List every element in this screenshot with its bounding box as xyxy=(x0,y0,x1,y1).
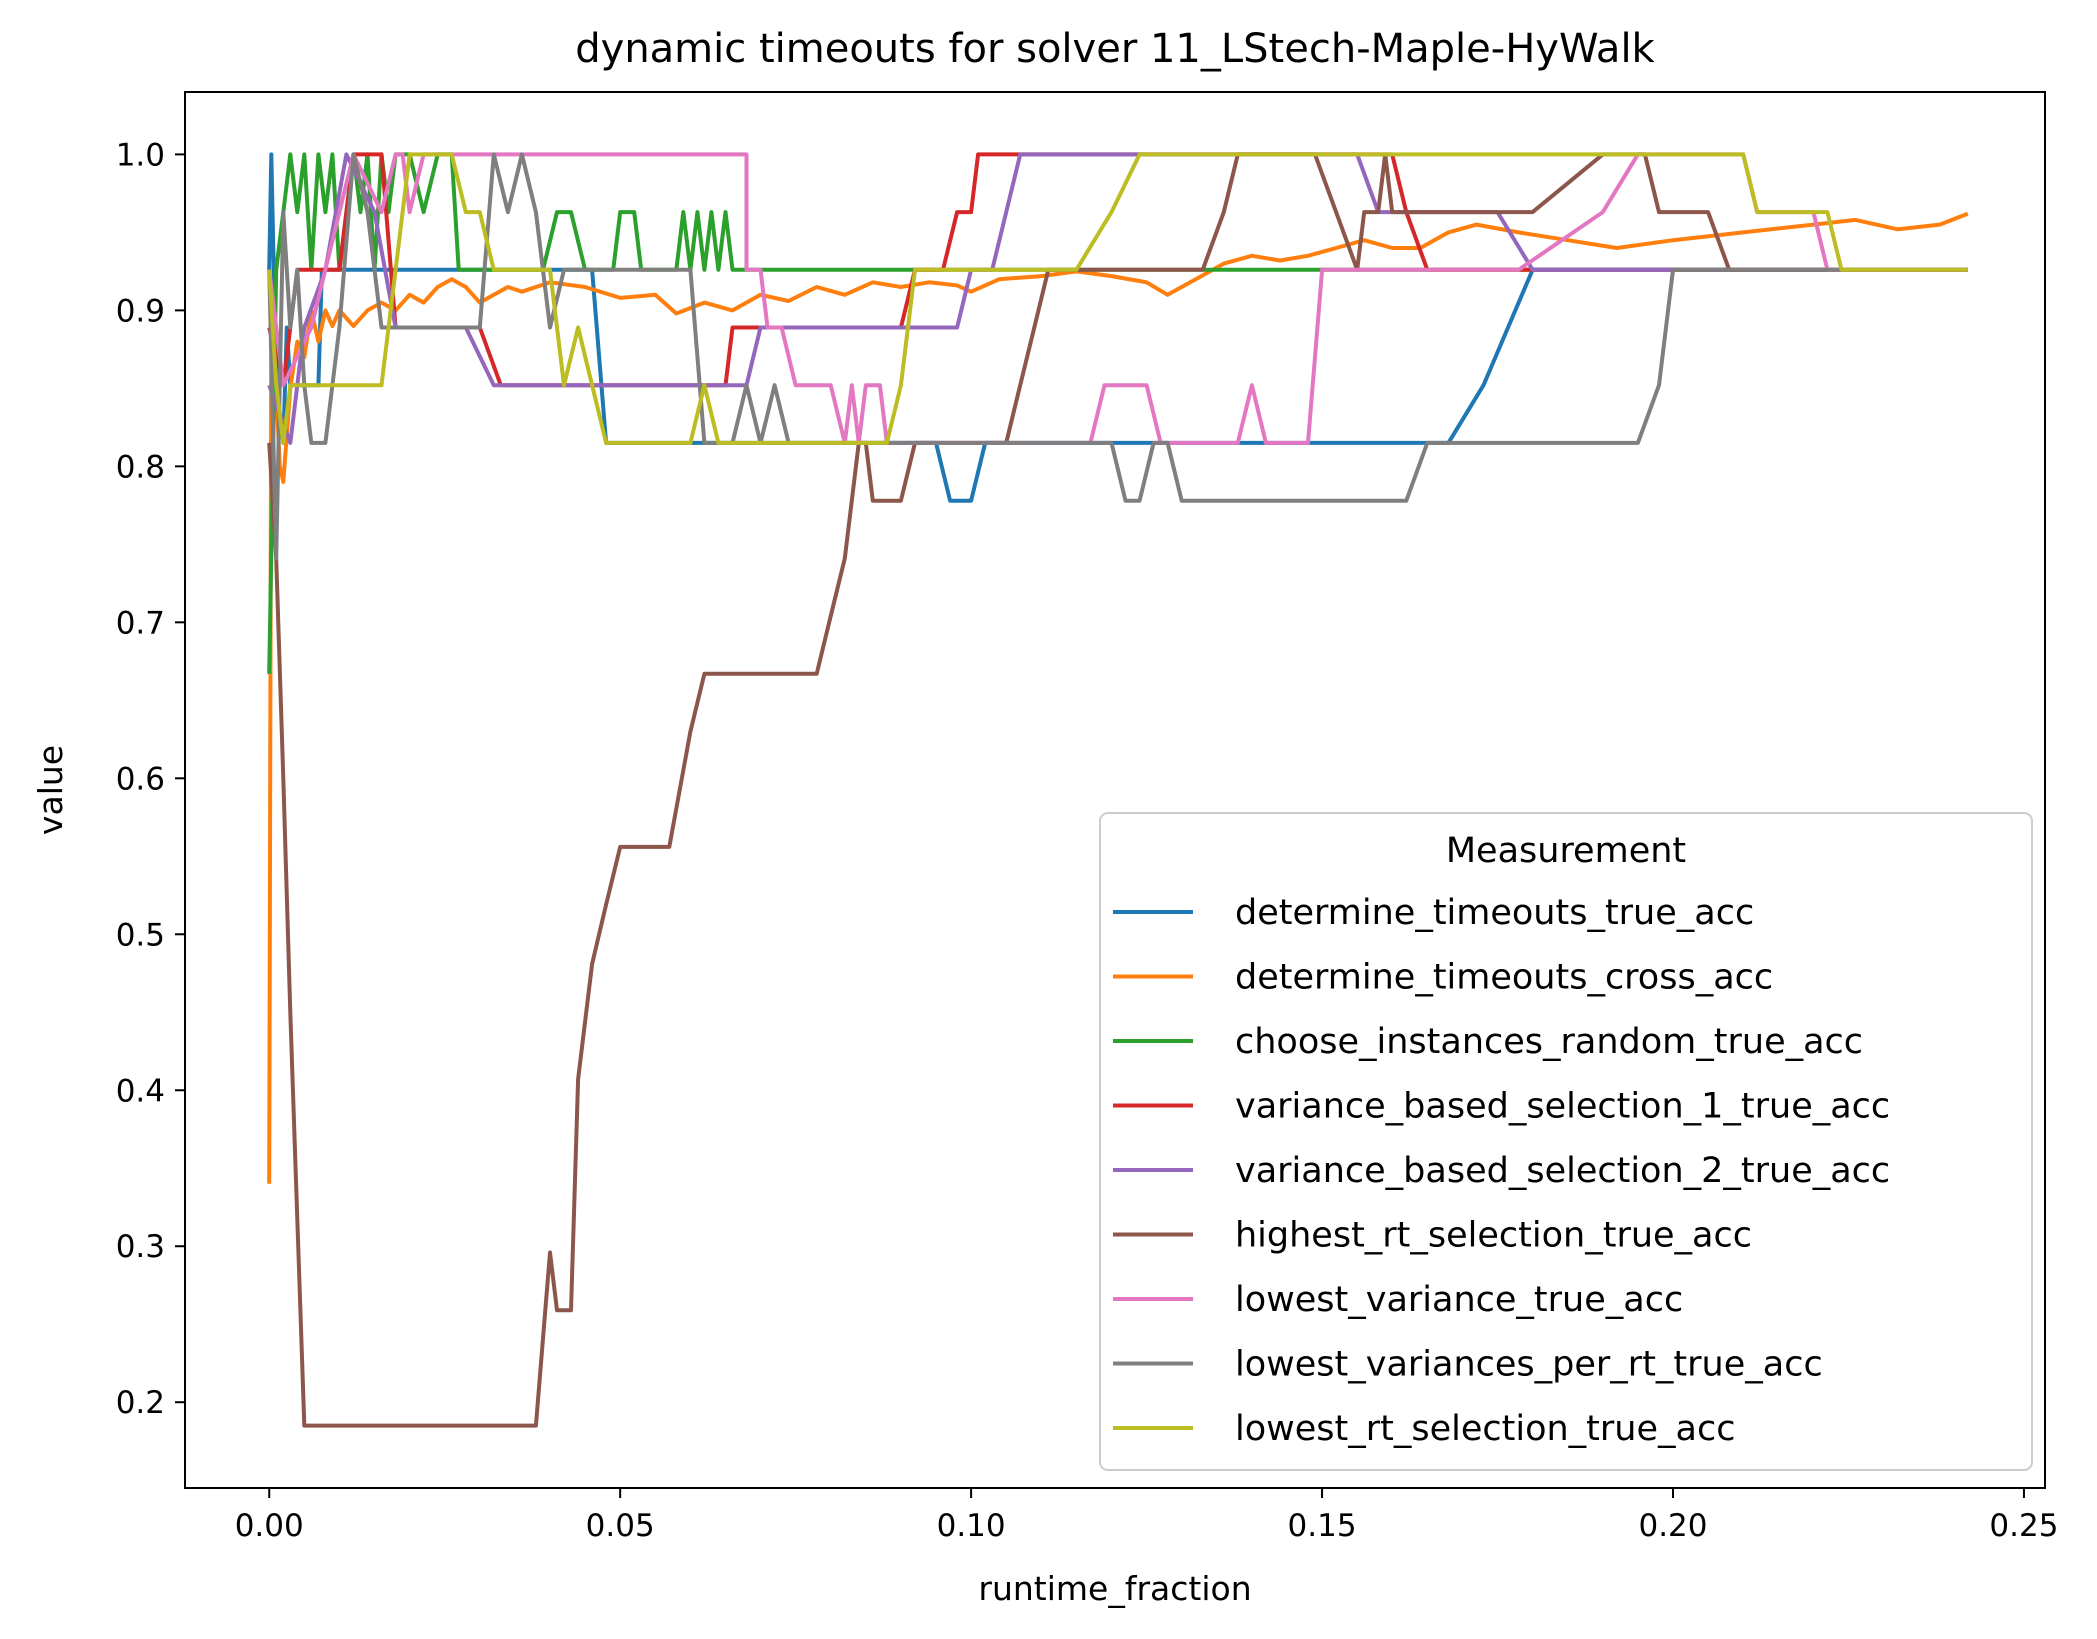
legend-items: determine_timeouts_true_acc determine_tim… xyxy=(1113,893,1890,1449)
legend-label: variance_based_selection_1_true_acc xyxy=(1235,1087,1890,1127)
y-tick-label: 0.9 xyxy=(116,293,165,329)
y-tick-label: 0.6 xyxy=(116,761,165,797)
x-tick-label: 0.00 xyxy=(235,1508,304,1544)
y-tick-label: 0.7 xyxy=(116,605,165,641)
y-axis: 0.2 0.3 0.4 0.5 0.6 0.7 0.8 0.9 1.0 xyxy=(116,137,185,1421)
legend-label: determine_timeouts_true_acc xyxy=(1235,893,1754,933)
y-tick-label: 1.0 xyxy=(116,137,165,173)
legend-label: lowest_rt_selection_true_acc xyxy=(1235,1409,1735,1449)
legend-label: lowest_variances_per_rt_true_acc xyxy=(1235,1345,1823,1385)
plot-lines xyxy=(267,152,1969,1428)
plot-frame xyxy=(184,91,2046,1489)
series-line-determine-timeouts-cross-acc xyxy=(267,211,1969,1184)
legend-label: variance_based_selection_2_true_acc xyxy=(1235,1151,1890,1191)
y-tick-label: 0.8 xyxy=(116,449,165,485)
x-axis-label: runtime_fraction xyxy=(978,1569,1251,1608)
x-tick-label: 0.10 xyxy=(937,1508,1006,1544)
x-tick-label: 0.05 xyxy=(586,1508,655,1544)
y-axis-label: value xyxy=(31,745,70,835)
legend-label: highest_rt_selection_true_acc xyxy=(1235,1216,1752,1256)
x-axis: 0.00 0.05 0.10 0.15 0.20 0.25 xyxy=(235,1488,2058,1544)
x-tick-label: 0.25 xyxy=(1989,1508,2058,1544)
legend-title: Measurement xyxy=(1446,831,1686,871)
series-line-highest-rt-selection-true-acc xyxy=(267,152,1968,1428)
y-tick-label: 0.3 xyxy=(116,1229,165,1265)
series-line-variance-based-selection-2-true-acc xyxy=(267,152,1968,445)
legend-label: determine_timeouts_cross_acc xyxy=(1235,958,1773,998)
legend-label: choose_instances_random_true_acc xyxy=(1235,1022,1863,1062)
legend-label: lowest_variance_true_acc xyxy=(1235,1280,1683,1320)
x-tick-label: 0.15 xyxy=(1288,1508,1357,1544)
legend: Measurement determine_timeouts_true_accd… xyxy=(1099,812,2033,1471)
series-line-lowest-rt-selection-true-acc xyxy=(267,152,1968,445)
chart-title: dynamic timeouts for solver 11_LStech-Ma… xyxy=(575,26,1655,72)
legend-box xyxy=(1099,812,2033,1471)
y-tick-label: 0.5 xyxy=(116,917,165,953)
y-tick-label: 0.4 xyxy=(116,1073,165,1109)
y-tick-label: 0.2 xyxy=(116,1385,165,1421)
series-line-lowest-variances-per-rt-true-acc xyxy=(267,152,1968,561)
x-tick-label: 0.20 xyxy=(1638,1508,1707,1544)
series-line-lowest-variance-true-acc xyxy=(267,152,1968,445)
